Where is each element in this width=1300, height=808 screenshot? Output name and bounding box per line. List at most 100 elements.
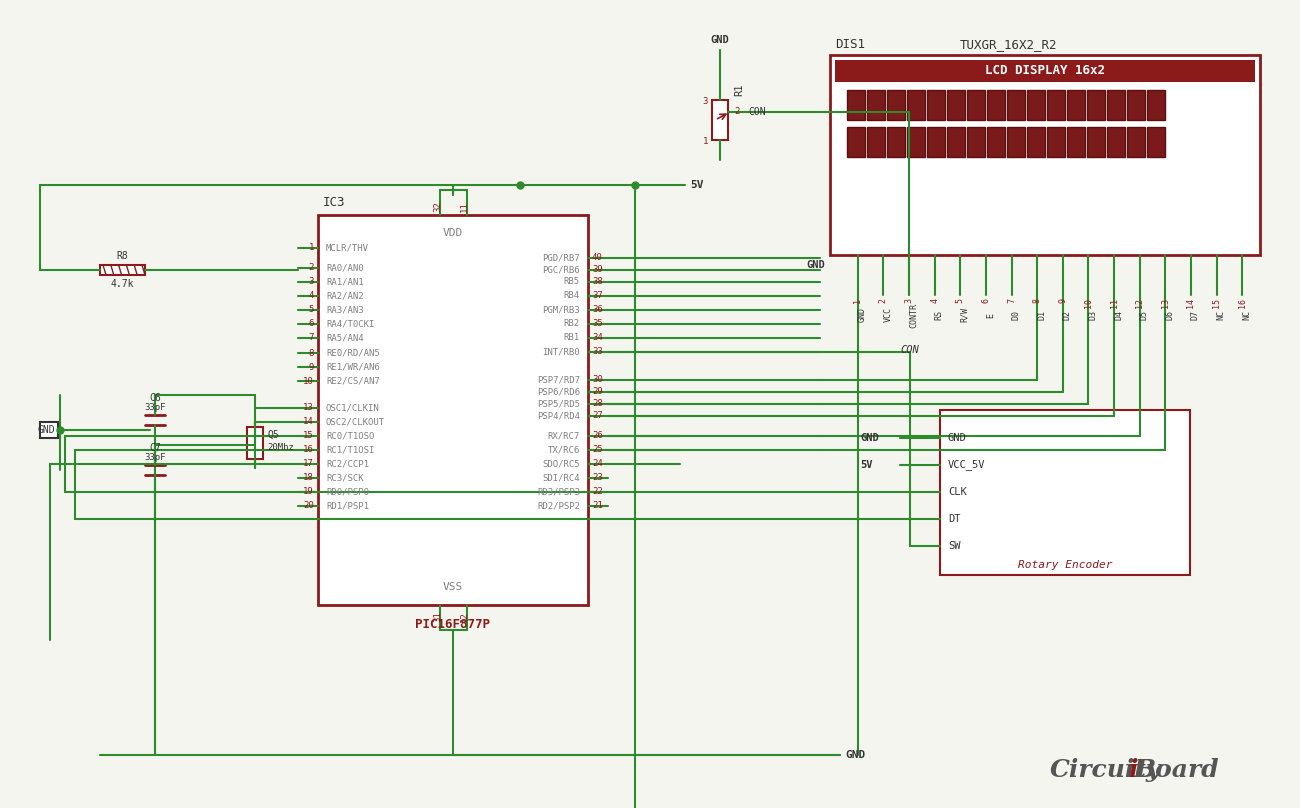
Text: D4: D4 bbox=[1114, 310, 1123, 320]
Text: RA0/AN0: RA0/AN0 bbox=[326, 263, 364, 272]
Text: 3: 3 bbox=[905, 298, 914, 303]
Text: 9: 9 bbox=[308, 363, 315, 372]
Text: D3: D3 bbox=[1088, 310, 1097, 320]
Text: PGM/RB3: PGM/RB3 bbox=[542, 305, 580, 314]
Bar bbox=[1008, 90, 1024, 120]
Bar bbox=[967, 90, 985, 120]
Text: 28: 28 bbox=[592, 399, 603, 409]
Text: 27: 27 bbox=[592, 411, 603, 420]
Text: SDI/RC4: SDI/RC4 bbox=[542, 473, 580, 482]
Text: VCC: VCC bbox=[884, 308, 892, 322]
Bar bbox=[887, 90, 905, 120]
Text: RB4: RB4 bbox=[564, 292, 580, 301]
Text: 1: 1 bbox=[308, 243, 315, 252]
Text: RA4/T0CKI: RA4/T0CKI bbox=[326, 319, 374, 329]
Bar bbox=[1067, 90, 1086, 120]
Text: RC1/T1OSI: RC1/T1OSI bbox=[326, 445, 374, 454]
Text: E: E bbox=[985, 313, 994, 318]
Text: 5V: 5V bbox=[690, 180, 703, 190]
Bar bbox=[1027, 127, 1045, 157]
Text: 30: 30 bbox=[592, 376, 603, 385]
Text: MCLR/THV: MCLR/THV bbox=[326, 243, 369, 252]
Text: GND: GND bbox=[38, 425, 55, 435]
Text: 2: 2 bbox=[734, 107, 740, 116]
Text: DT: DT bbox=[948, 514, 961, 524]
Bar bbox=[1108, 127, 1124, 157]
Text: RE2/CS/AN7: RE2/CS/AN7 bbox=[326, 377, 380, 385]
Text: RD3/PSP3: RD3/PSP3 bbox=[537, 487, 580, 496]
Bar bbox=[712, 100, 728, 140]
Bar bbox=[829, 55, 1260, 255]
Text: 15: 15 bbox=[303, 431, 315, 440]
Text: 5: 5 bbox=[956, 298, 965, 303]
Bar bbox=[1046, 90, 1065, 120]
Bar bbox=[940, 410, 1190, 575]
Bar bbox=[927, 127, 945, 157]
Text: 15: 15 bbox=[1212, 298, 1221, 308]
Text: 14: 14 bbox=[303, 418, 315, 427]
Text: RB5: RB5 bbox=[564, 277, 580, 287]
Text: 4: 4 bbox=[931, 298, 939, 303]
Bar bbox=[835, 60, 1254, 82]
Text: 19: 19 bbox=[303, 487, 315, 496]
Bar bbox=[848, 90, 864, 120]
Text: CONTR: CONTR bbox=[909, 302, 918, 327]
Text: GND: GND bbox=[948, 433, 967, 443]
Text: 20Mhz: 20Mhz bbox=[266, 444, 294, 452]
Bar bbox=[1067, 127, 1086, 157]
Text: D1: D1 bbox=[1037, 310, 1046, 320]
Text: 2: 2 bbox=[308, 263, 315, 272]
Text: 33: 33 bbox=[592, 347, 603, 356]
Text: RC3/SCK: RC3/SCK bbox=[326, 473, 364, 482]
Bar bbox=[1046, 127, 1065, 157]
Text: VSS: VSS bbox=[443, 582, 463, 592]
Text: 11: 11 bbox=[460, 202, 469, 213]
Text: CON: CON bbox=[900, 345, 919, 355]
Text: SW: SW bbox=[948, 541, 961, 551]
Text: GND: GND bbox=[861, 433, 879, 443]
Text: 18: 18 bbox=[303, 473, 315, 482]
Text: 2: 2 bbox=[879, 298, 888, 303]
Text: 40: 40 bbox=[592, 254, 603, 263]
Bar bbox=[907, 90, 926, 120]
Text: PGD/RB7: PGD/RB7 bbox=[542, 254, 580, 263]
Text: Circuity: Circuity bbox=[1050, 758, 1161, 782]
Bar bbox=[848, 127, 864, 157]
Text: 17: 17 bbox=[303, 460, 315, 469]
Bar bbox=[40, 422, 58, 438]
Bar bbox=[1008, 127, 1024, 157]
Text: 36: 36 bbox=[592, 305, 603, 314]
Bar bbox=[946, 127, 965, 157]
Text: IC3: IC3 bbox=[322, 196, 346, 209]
Text: Board: Board bbox=[1135, 758, 1219, 782]
Text: 8: 8 bbox=[1032, 298, 1041, 303]
Bar bbox=[1127, 90, 1145, 120]
Text: 9: 9 bbox=[1058, 298, 1067, 303]
Text: 23: 23 bbox=[592, 473, 603, 482]
Bar bbox=[247, 427, 263, 459]
Text: VDD: VDD bbox=[443, 228, 463, 238]
Text: OSC1/CLKIN: OSC1/CLKIN bbox=[326, 403, 380, 413]
Text: RA2/AN2: RA2/AN2 bbox=[326, 292, 364, 301]
Text: OSC2/CLKOUT: OSC2/CLKOUT bbox=[326, 418, 385, 427]
Text: 16: 16 bbox=[1238, 298, 1247, 308]
Text: 5V: 5V bbox=[861, 460, 872, 470]
Text: 38: 38 bbox=[592, 277, 603, 287]
Text: 3: 3 bbox=[702, 98, 708, 107]
Text: RX/RC7: RX/RC7 bbox=[547, 431, 580, 440]
Bar bbox=[987, 127, 1005, 157]
Bar bbox=[318, 215, 588, 605]
Bar bbox=[1147, 127, 1165, 157]
Text: 37: 37 bbox=[592, 292, 603, 301]
Text: NC: NC bbox=[1243, 310, 1251, 320]
Text: 33pF: 33pF bbox=[144, 403, 166, 413]
Text: 8: 8 bbox=[308, 348, 315, 357]
Text: 22: 22 bbox=[592, 487, 603, 496]
Text: 24: 24 bbox=[592, 460, 603, 469]
Text: Rotary Encoder: Rotary Encoder bbox=[1018, 560, 1113, 570]
Text: 21: 21 bbox=[592, 502, 603, 511]
Text: TX/RC6: TX/RC6 bbox=[547, 445, 580, 454]
Text: 7: 7 bbox=[1008, 298, 1017, 303]
Text: C7: C7 bbox=[150, 443, 161, 453]
Text: 1: 1 bbox=[702, 137, 708, 146]
